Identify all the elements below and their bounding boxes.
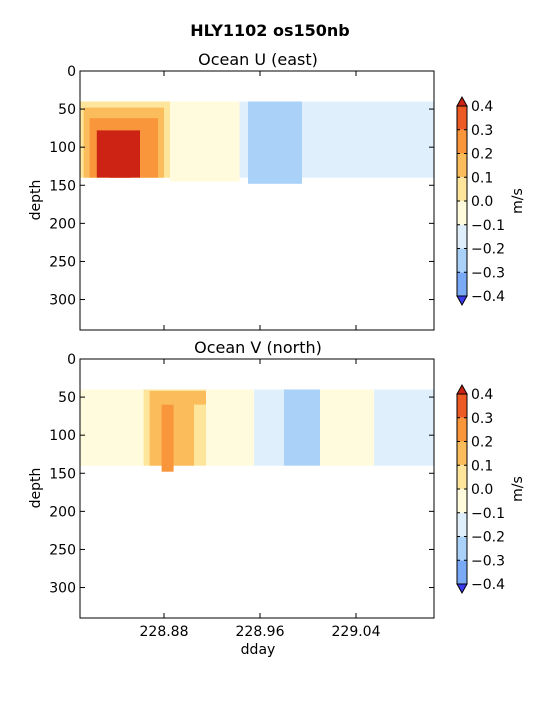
colorbar-segment <box>457 201 467 225</box>
y-tick-label: 0 <box>67 64 76 80</box>
panel-ocean-v-xlabel: dday <box>241 642 276 658</box>
y-tick-label: 150 <box>49 466 76 482</box>
panel-ocean-v-ylabel: depth <box>28 468 44 509</box>
x-tick-label: 229.04 <box>332 624 381 640</box>
colorbar-tick-label: −0.1 <box>471 506 505 522</box>
field-region-4 <box>110 135 131 178</box>
field-region-4 <box>188 391 210 405</box>
x-tick-label: 228.96 <box>236 624 285 640</box>
y-tick-label: 50 <box>58 102 76 118</box>
colorbar-segment <box>457 465 467 490</box>
colorbar-segment <box>457 536 467 561</box>
panel-ocean-u-colorbar-label: m/s <box>510 188 526 214</box>
field-region-5 <box>206 389 254 466</box>
colorbar-min-arrow <box>456 295 468 307</box>
colorbar-tick-label: 0.0 <box>471 482 493 498</box>
panel-ocean-v-field <box>80 389 434 472</box>
field-region-7 <box>284 389 320 466</box>
panel-ocean-u-y-axis: 0 50 100 150 200 250 300 <box>49 64 434 309</box>
colorbar-tick-label: 0.3 <box>471 123 493 139</box>
colorbar-segment <box>457 560 467 585</box>
colorbar-tick-label: 0.2 <box>471 147 493 163</box>
colorbar-tick-label: 0.1 <box>471 170 493 186</box>
figure-title: HLY1102 os150nb <box>190 21 350 40</box>
panel-ocean-v-frame <box>79 358 435 619</box>
field-region-8 <box>302 101 356 178</box>
panel-ocean-v: Ocean V (north) 0 50 100 150 200 250 300 228.8… <box>28 338 526 658</box>
panel-ocean-v-colorbar: 0.4 0.3 0.2 0.1 0.0 −0.1 −0.2 −0.3 −0.4 <box>456 383 505 595</box>
panel-ocean-v-y-axis: 0 50 100 150 200 250 300 <box>49 352 434 597</box>
field-region-9 <box>374 389 434 466</box>
colorbar-tick-label: 0.0 <box>471 194 493 210</box>
panel-ocean-u-colorbar: 0.4 0.3 0.2 0.1 0.0 −0.1 −0.2 −0.3 −0.4 <box>456 95 505 307</box>
colorbar-segment <box>457 177 467 202</box>
panel-ocean-u-frame <box>79 70 435 331</box>
colorbar-tick-label: 0.4 <box>471 99 493 115</box>
y-tick-label: 0 <box>67 352 76 368</box>
field-region-7 <box>248 101 302 184</box>
y-tick-label: 100 <box>49 428 76 444</box>
colorbar-segment <box>457 394 467 418</box>
colorbar-segment <box>457 417 467 442</box>
y-tick-label: 250 <box>49 254 76 270</box>
colorbar-segment <box>457 106 467 130</box>
colorbar-max-arrow <box>456 383 468 395</box>
field-region-5 <box>170 101 240 182</box>
colorbar-segment <box>457 441 467 466</box>
field-region-8 <box>320 389 374 466</box>
y-tick-label: 100 <box>49 140 76 156</box>
colorbar-tick-label: 0.4 <box>471 387 493 403</box>
y-tick-label: 50 <box>58 390 76 406</box>
panel-ocean-v-colorbar-label: m/s <box>510 476 526 502</box>
y-tick-label: 300 <box>49 293 76 309</box>
colorbar-tick-label: 0.1 <box>471 458 493 474</box>
panel-ocean-u-title: Ocean U (east) <box>198 50 318 69</box>
colorbar-tick-label: −0.2 <box>471 242 505 258</box>
colorbar-segment <box>457 248 467 273</box>
field-region-6 <box>254 389 284 466</box>
colorbar-tick-label: 0.3 <box>471 411 493 427</box>
colorbar-tick-label: 0.2 <box>471 435 493 451</box>
field-region-3 <box>161 404 174 472</box>
panel-ocean-u-field <box>80 101 434 184</box>
field-region-0 <box>80 389 144 466</box>
y-tick-label: 200 <box>49 504 76 520</box>
colorbar-tick-label: −0.3 <box>471 553 505 569</box>
colorbar-min-arrow <box>456 583 468 595</box>
colorbar-tick-label: −0.4 <box>471 289 505 305</box>
panel-ocean-u-x-axis <box>163 71 357 330</box>
y-tick-label: 200 <box>49 216 76 232</box>
colorbar-max-arrow <box>456 95 468 107</box>
colorbar-tick-label: −0.2 <box>471 530 505 546</box>
colorbar-segment <box>457 512 467 537</box>
panel-ocean-v-title: Ocean V (north) <box>194 338 322 357</box>
colorbar-segment <box>457 224 467 249</box>
y-tick-label: 150 <box>49 178 76 194</box>
panel-ocean-u-ylabel: depth <box>28 180 44 221</box>
colorbar-segment <box>457 489 467 513</box>
y-tick-label: 300 <box>49 581 76 597</box>
panel-ocean-v-x-axis: 228.88 228.96 229.04 <box>140 359 381 640</box>
field-region-6 <box>239 101 248 178</box>
colorbar-tick-label: −0.3 <box>471 265 505 281</box>
colorbar-segment <box>457 129 467 154</box>
colorbar-tick-label: −0.4 <box>471 577 505 593</box>
x-tick-label: 228.88 <box>140 624 189 640</box>
colorbar-segment <box>457 153 467 178</box>
colorbar-segment <box>457 272 467 297</box>
y-tick-label: 250 <box>49 542 76 558</box>
field-region-9 <box>356 101 434 178</box>
colorbar-tick-label: −0.1 <box>471 218 505 234</box>
